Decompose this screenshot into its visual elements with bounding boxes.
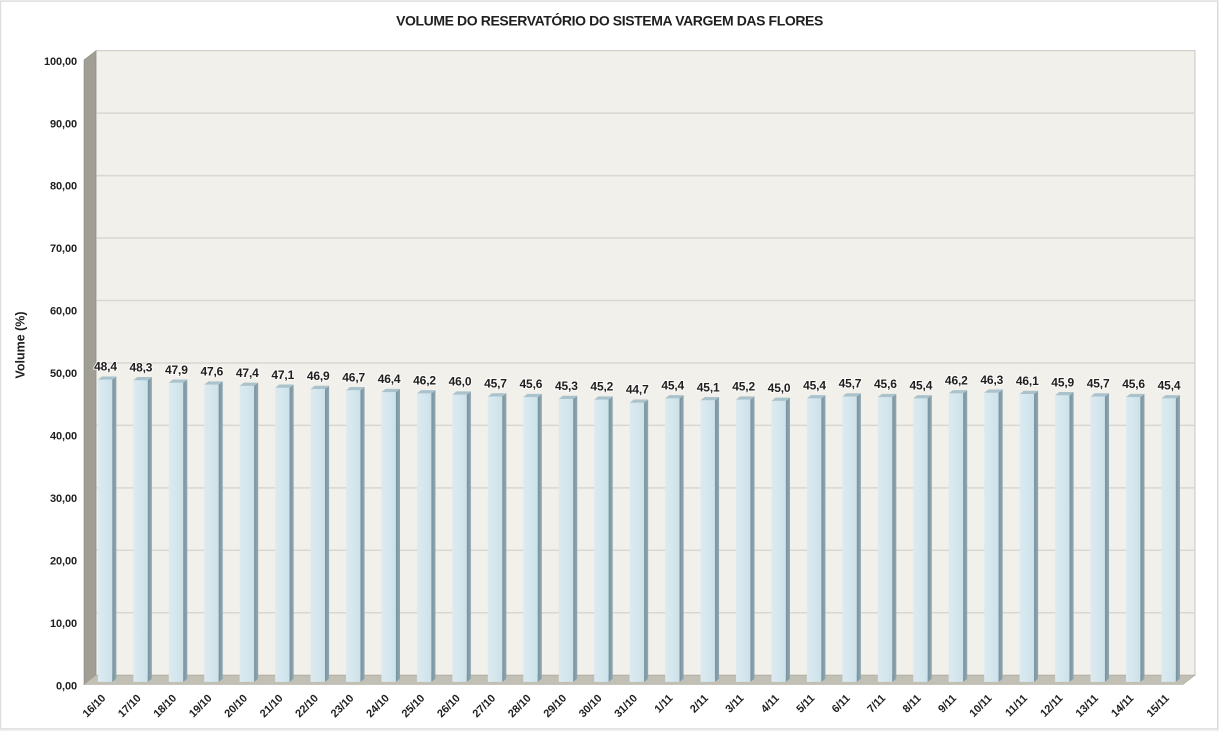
svg-text:45,3: 45,3 [555, 379, 578, 393]
svg-text:46,3: 46,3 [980, 373, 1003, 387]
svg-text:45,6: 45,6 [520, 377, 543, 391]
svg-text:45,1: 45,1 [697, 380, 720, 394]
svg-text:47,6: 47,6 [200, 365, 223, 379]
svg-text:90,00: 90,00 [50, 118, 77, 130]
svg-text:46,4: 46,4 [378, 372, 401, 386]
svg-text:50,00: 50,00 [50, 368, 77, 380]
svg-text:45,2: 45,2 [590, 380, 613, 394]
svg-text:20,00: 20,00 [50, 555, 77, 567]
svg-text:70,00: 70,00 [50, 243, 77, 255]
svg-text:45,7: 45,7 [484, 377, 507, 391]
svg-text:47,9: 47,9 [165, 363, 188, 377]
svg-text:45,7: 45,7 [839, 377, 862, 391]
svg-text:48,3: 48,3 [130, 360, 153, 374]
svg-text:Volume (%): Volume (%) [14, 311, 28, 378]
svg-text:45,0: 45,0 [768, 381, 791, 395]
svg-text:40,00: 40,00 [50, 431, 77, 443]
svg-text:45,7: 45,7 [1087, 377, 1110, 391]
svg-text:47,1: 47,1 [271, 368, 294, 382]
svg-text:47,4: 47,4 [236, 366, 259, 380]
svg-text:60,00: 60,00 [50, 306, 77, 318]
svg-text:45,4: 45,4 [661, 378, 684, 392]
svg-text:45,4: 45,4 [1158, 378, 1181, 392]
svg-text:VOLUME DO RESERVATÓRIO DO SIST: VOLUME DO RESERVATÓRIO DO SISTEMA VARGEM… [396, 12, 823, 29]
svg-text:46,1: 46,1 [1016, 374, 1039, 388]
svg-text:10,00: 10,00 [50, 618, 77, 630]
svg-text:48,4: 48,4 [94, 360, 117, 374]
svg-text:45,6: 45,6 [874, 377, 897, 391]
svg-text:46,0: 46,0 [449, 375, 472, 389]
svg-text:0,00: 0,00 [56, 680, 77, 692]
svg-text:45,6: 45,6 [1122, 377, 1145, 391]
svg-text:45,4: 45,4 [803, 378, 826, 392]
svg-text:46,2: 46,2 [945, 373, 968, 387]
svg-text:45,2: 45,2 [732, 380, 755, 394]
svg-text:46,9: 46,9 [307, 369, 330, 383]
svg-text:80,00: 80,00 [50, 181, 77, 193]
svg-text:100,00: 100,00 [44, 56, 77, 68]
svg-text:30,00: 30,00 [50, 493, 77, 505]
svg-text:44,7: 44,7 [626, 383, 649, 397]
svg-text:46,2: 46,2 [413, 373, 436, 387]
svg-text:45,9: 45,9 [1051, 375, 1074, 389]
svg-text:45,4: 45,4 [909, 378, 932, 392]
svg-text:46,7: 46,7 [342, 370, 365, 384]
